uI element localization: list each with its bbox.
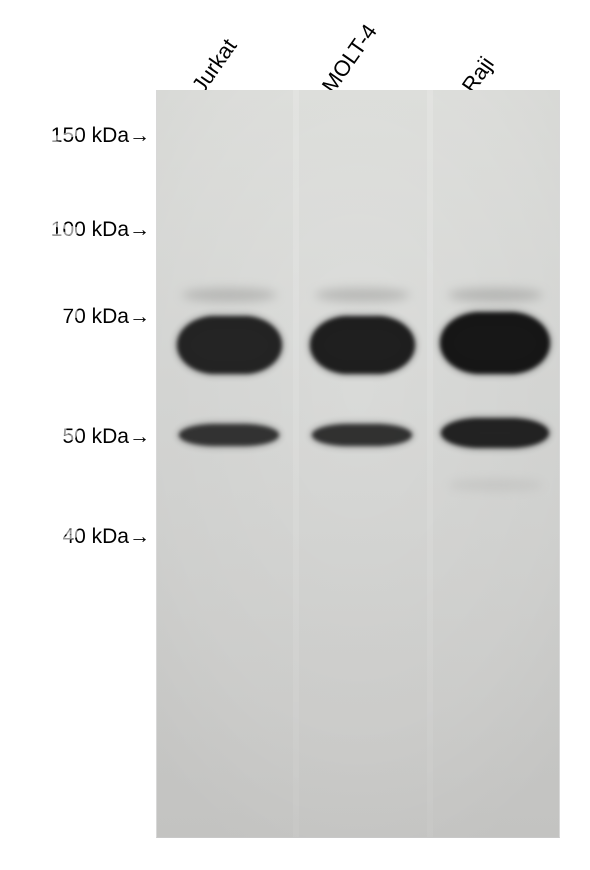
marker-text: 70 kDa bbox=[62, 305, 129, 328]
arrow-icon: → bbox=[129, 124, 150, 147]
marker-70kda: 70 kDa→ bbox=[0, 305, 150, 329]
arrow-icon: → bbox=[129, 425, 150, 448]
lane-label-jurkat: Jurkat bbox=[187, 34, 243, 98]
protein-band bbox=[182, 288, 277, 302]
protein-band bbox=[440, 312, 550, 374]
western-blot-figure: Jurkat MOLT-4 Raji 150 kDa→ 100 kDa→ 70 … bbox=[0, 0, 590, 870]
marker-50kda: 50 kDa→ bbox=[0, 425, 150, 449]
protein-band bbox=[448, 479, 543, 491]
watermark-text: WWW.PTGLAB.COM bbox=[40, 130, 85, 563]
arrow-icon: → bbox=[129, 218, 150, 241]
blot-membrane bbox=[156, 90, 560, 838]
arrow-icon: → bbox=[129, 525, 150, 548]
protein-band bbox=[310, 316, 415, 374]
protein-band bbox=[448, 288, 543, 302]
marker-text: 100 kDa bbox=[51, 218, 129, 241]
lane-gap bbox=[293, 90, 299, 837]
protein-band bbox=[179, 424, 279, 446]
marker-text: 50 kDa bbox=[62, 425, 129, 448]
protein-band bbox=[177, 316, 282, 374]
lane-gap bbox=[427, 90, 433, 837]
marker-100kda: 100 kDa→ bbox=[0, 218, 150, 242]
marker-40kda: 40 kDa→ bbox=[0, 525, 150, 549]
blot-background bbox=[157, 90, 559, 837]
protein-band bbox=[312, 424, 412, 446]
protein-band bbox=[315, 288, 410, 302]
marker-text: 40 kDa bbox=[62, 525, 129, 548]
lane-label-molt4: MOLT-4 bbox=[317, 19, 383, 98]
protein-band bbox=[441, 418, 549, 448]
arrow-icon: → bbox=[129, 305, 150, 328]
marker-150kda: 150 kDa→ bbox=[0, 124, 150, 148]
marker-text: 150 kDa bbox=[51, 124, 129, 147]
